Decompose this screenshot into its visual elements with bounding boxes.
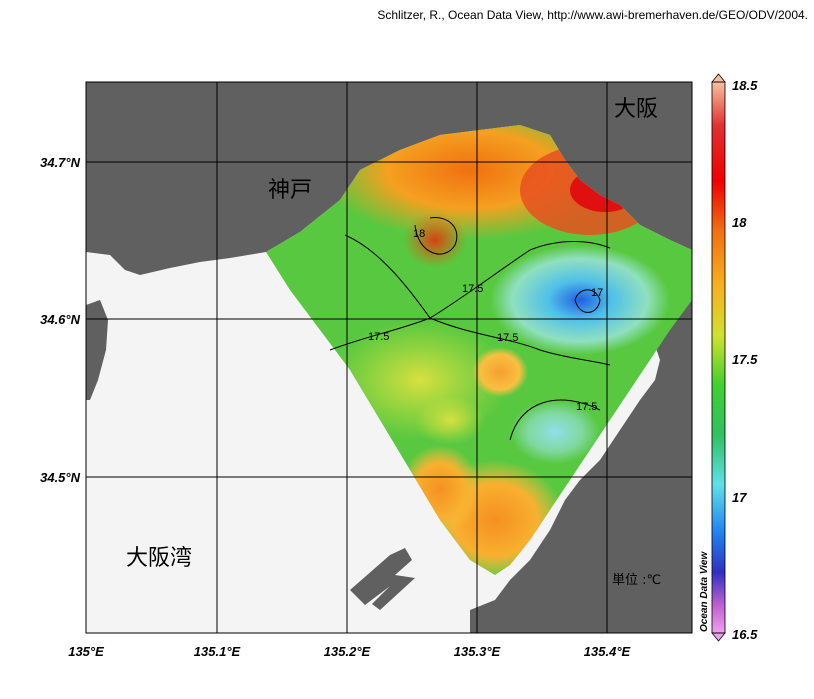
colorbar-tick: 17.5	[732, 352, 758, 367]
lat-tick: 34.7°N	[40, 155, 81, 170]
contour-label: 17.5	[462, 283, 483, 295]
contour-label: 18	[413, 228, 425, 240]
place-label-osaka: 大阪	[614, 97, 658, 122]
lon-tick: 135°E	[68, 644, 104, 659]
unit-label: 単位 :℃	[612, 572, 661, 588]
reclaimed-island	[350, 548, 415, 610]
credit-text: Schlitzer, R., Ocean Data View, http://w…	[377, 8, 808, 22]
place-label-osaka-bay: 大阪湾	[126, 546, 192, 571]
lon-tick: 135.3°E	[454, 644, 501, 659]
colorbar-tick: 18	[732, 215, 747, 230]
map-plot-area	[86, 82, 692, 633]
map-frame	[85, 81, 693, 634]
lat-tick: 34.5°N	[40, 470, 81, 485]
lon-tick: 135.2°E	[324, 644, 371, 659]
contour-label: 17.5	[576, 401, 597, 413]
colorbar-bottom-arrow	[711, 632, 726, 642]
lon-tick: 135.1°E	[194, 644, 241, 659]
land-west	[86, 300, 108, 400]
colorbar-tick: 17	[732, 490, 747, 505]
graticule	[86, 82, 692, 633]
colorbar-gradient	[712, 82, 725, 633]
colorbar-tick: 16.5	[732, 627, 758, 642]
contour-label: 17.5	[368, 331, 389, 343]
contour-label: 17.5	[497, 332, 518, 344]
place-label-kobe: 神戸	[268, 178, 312, 203]
colorbar-tick: 18.5	[732, 78, 758, 93]
colorbar-title: Ocean Data View	[699, 551, 710, 632]
colorbar-top-arrow	[711, 73, 726, 83]
colorbar: 18.5 18 17.5 17 16.5 Ocean Data View	[699, 73, 758, 642]
lat-tick: 34.6°N	[40, 312, 81, 327]
lon-tick: 135.4°E	[584, 644, 631, 659]
land-east	[470, 250, 692, 633]
contour-label: 17	[591, 287, 603, 299]
contour-lines	[329, 217, 611, 441]
land-north	[86, 82, 692, 275]
